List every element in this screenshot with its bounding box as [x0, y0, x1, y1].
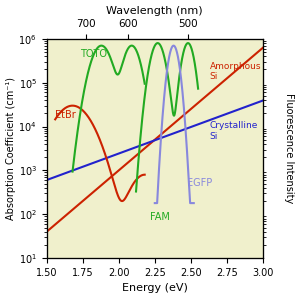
Text: TOTO: TOTO [80, 49, 107, 59]
X-axis label: Energy (eV): Energy (eV) [122, 283, 188, 293]
Y-axis label: Absorption Coefficient (cm⁻¹): Absorption Coefficient (cm⁻¹) [6, 77, 16, 220]
X-axis label: Wavelength (nm): Wavelength (nm) [106, 6, 203, 16]
Text: Amorphous
Si: Amorphous Si [210, 62, 261, 81]
Text: Crystalline
Si: Crystalline Si [210, 121, 258, 141]
Text: EGFP: EGFP [187, 178, 212, 188]
Text: EtBr: EtBr [55, 110, 76, 120]
Y-axis label: Fluorescence Intensity: Fluorescence Intensity [284, 93, 294, 204]
Text: FAM: FAM [151, 212, 170, 222]
